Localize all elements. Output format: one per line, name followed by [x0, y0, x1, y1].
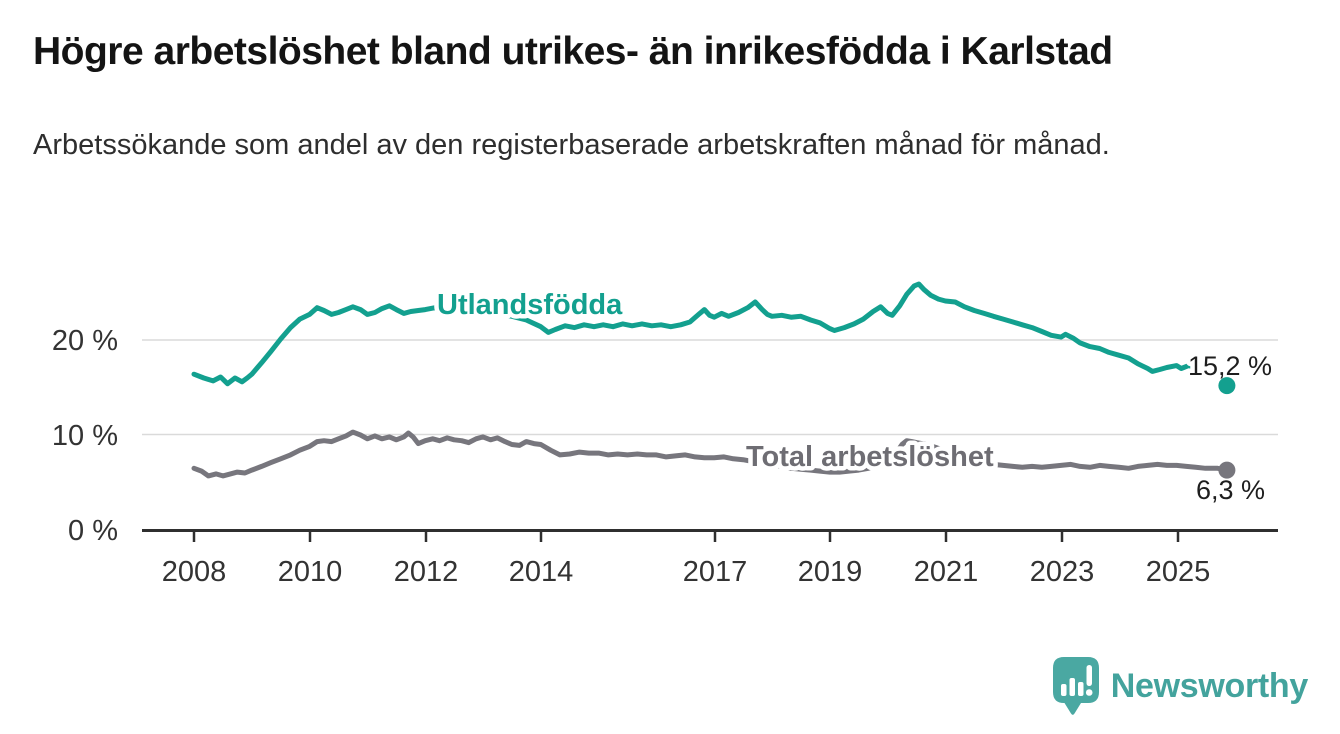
y-tick-label-0: 0 %: [68, 515, 118, 547]
newsworthy-logo: Newsworthy: [1052, 656, 1308, 717]
newsworthy-logo-icon: [1052, 657, 1099, 715]
end-value-label-utlandsfodda: 15,2 %: [1188, 351, 1272, 381]
chart-title: Högre arbetslöshet bland utrikes- än inr…: [33, 30, 1113, 73]
end-value-label-total-arbetsloshet: 6,3 %: [1196, 475, 1265, 505]
total-arbetsloshet-line: [191, 429, 1230, 479]
chart-subtitle: Arbetssökande som andel av den registerb…: [33, 129, 1110, 161]
gridlines: [142, 339, 1278, 436]
newsworthy-logo-text: Newsworthy: [1110, 667, 1309, 705]
y-tick-label-10: 10 %: [52, 420, 118, 452]
y-axis: 0 % 10 % 20 %: [52, 325, 118, 547]
x-tick-label-2012: 2012: [394, 556, 459, 588]
series-label-total-arbetsloshet: Total arbetslöshet: [746, 441, 994, 473]
x-axis: 2008 2010 2012 2014 2017 2019 2021 2023 …: [142, 529, 1278, 588]
x-tick-label-2008: 2008: [162, 556, 227, 588]
x-tick-label-2010: 2010: [278, 556, 343, 588]
x-tick-label-2014: 2014: [509, 556, 574, 588]
utlandsfodda-line: [191, 281, 1230, 389]
utlandsfodda-end-dot: [1218, 377, 1236, 395]
total-arbetsloshet-end-dot: [1218, 461, 1236, 479]
x-tick-label-2025: 2025: [1146, 556, 1211, 588]
series-label-utlandsfodda: Utlandsfödda: [437, 289, 623, 321]
x-tick-label-2019: 2019: [798, 556, 863, 588]
series-lines: [191, 281, 1230, 479]
y-tick-label-20: 20 %: [52, 325, 118, 357]
chart-annotations: Utlandsfödda Total arbetslöshet 15,2 % 6…: [433, 285, 1277, 510]
series-end-dots: [1218, 377, 1236, 479]
x-tick-label-2017: 2017: [683, 556, 748, 588]
x-tick-label-2023: 2023: [1030, 556, 1095, 588]
x-tick-label-2021: 2021: [914, 556, 979, 588]
